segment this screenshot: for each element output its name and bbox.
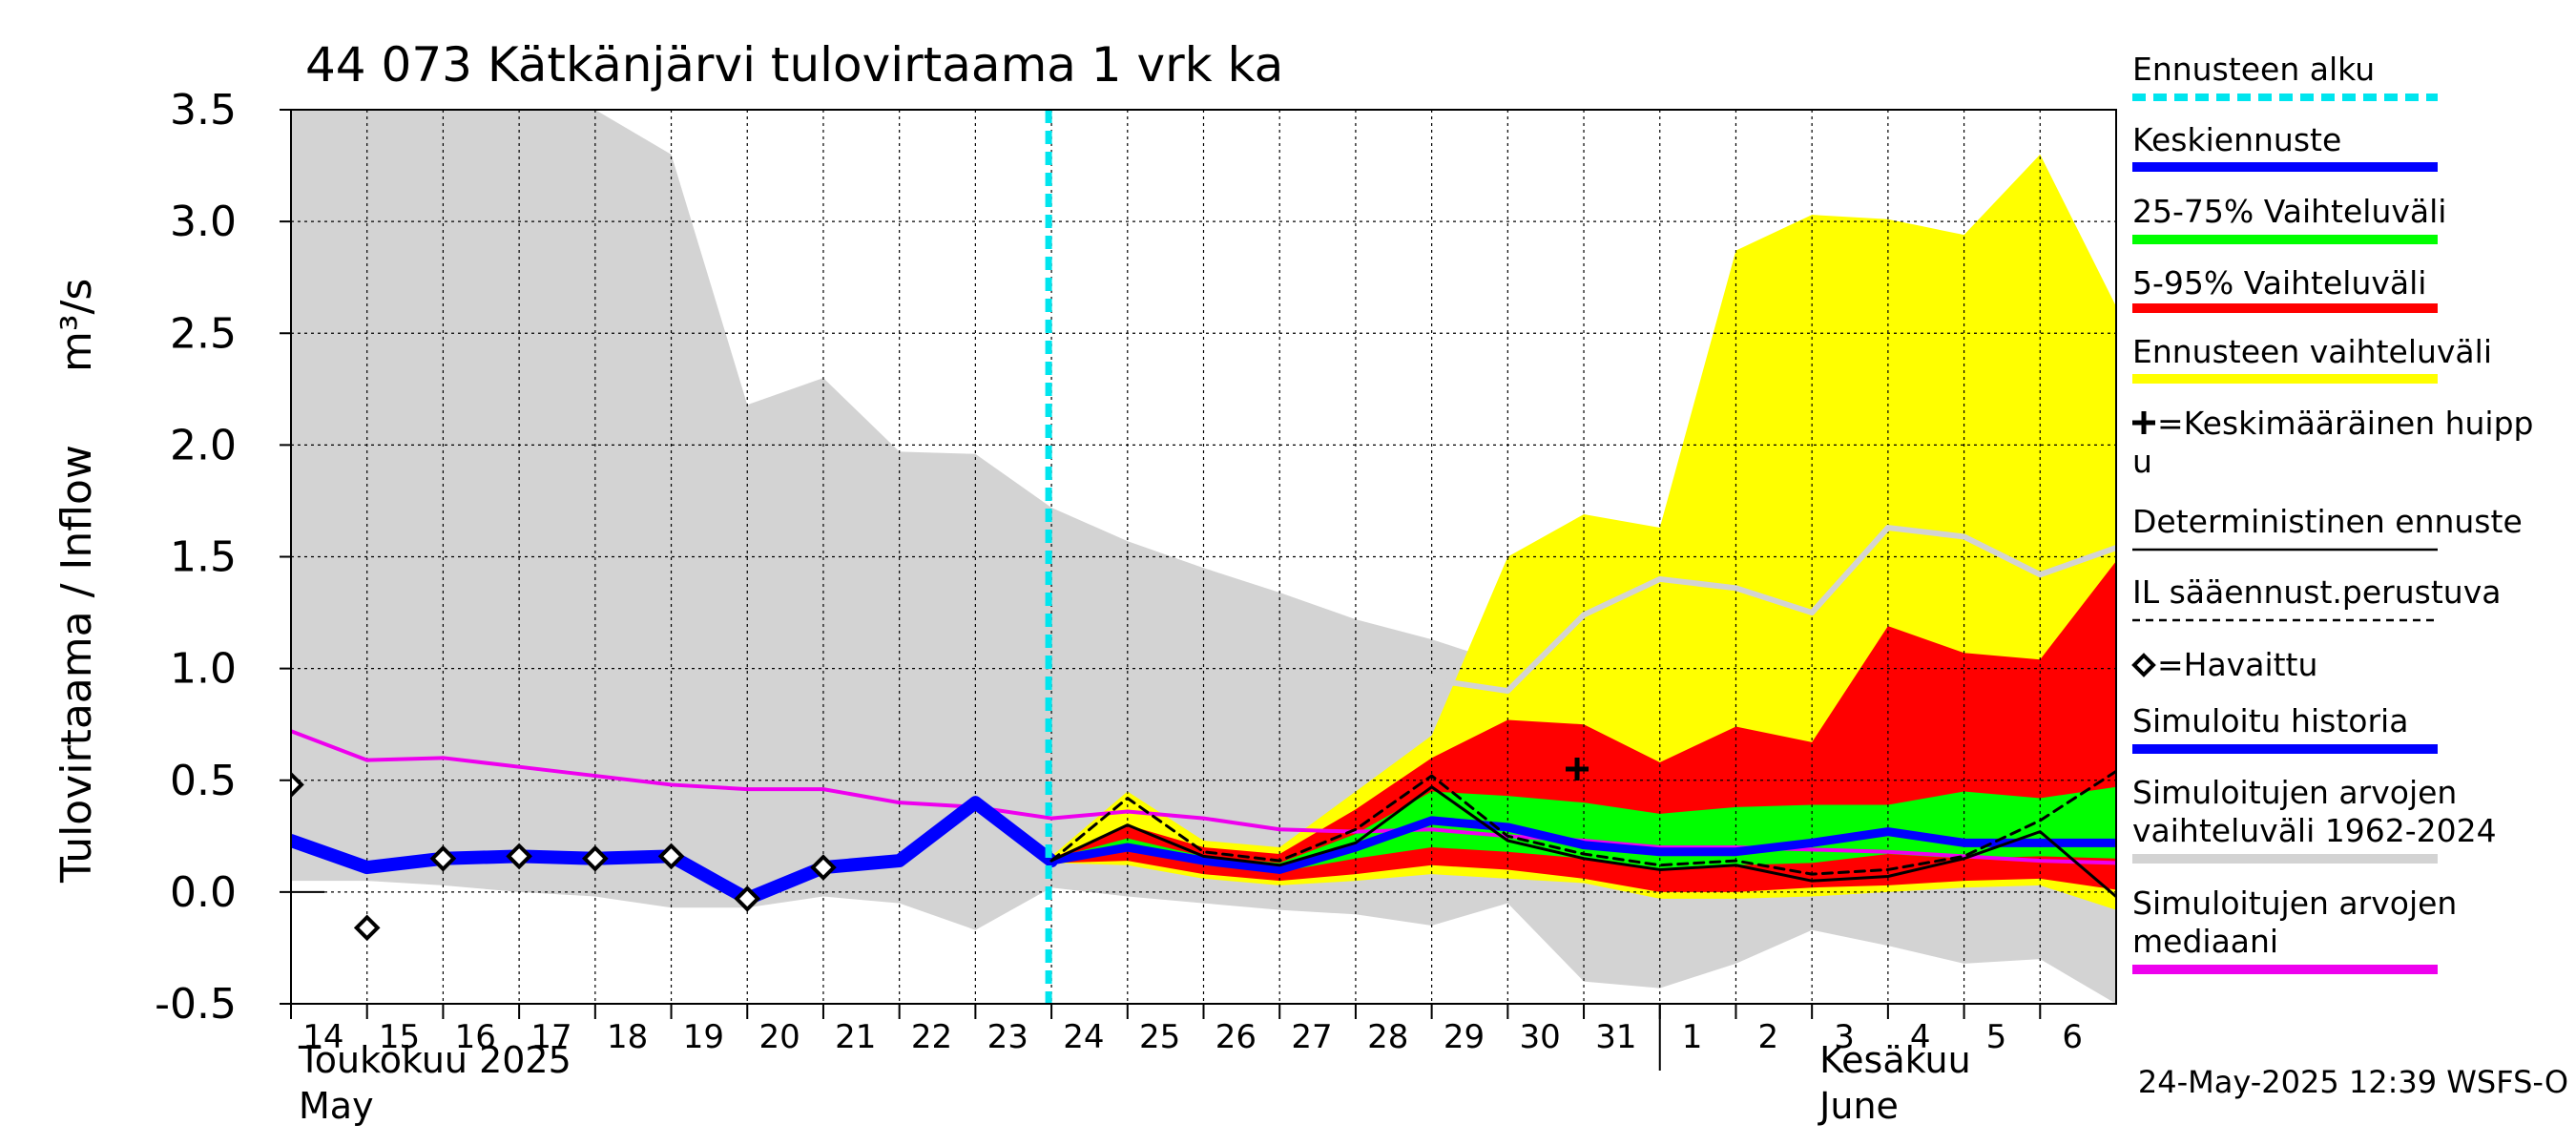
ytick-label-5: 1.0 [170,645,237,694]
legend-label-7: IL sääennust.perustuva [2132,573,2501,611]
series-line-8 [1049,785,2116,899]
ytick-label-1: 3.0 [170,198,237,246]
observed-point-3 [506,843,532,870]
chart-title: 44 073 Kätkänjärvi tulovirtaama 1 vrk ka [305,37,1283,93]
legend-label-9: Simuloitu historia [2132,702,2408,739]
xtick-label-0: 14 [302,1018,343,1056]
xtick-label-15: 29 [1444,1018,1485,1056]
legend: Ennusteen alku Keskiennuste 25-75% Vaihtel… [2131,51,2534,974]
series-line-9 [1049,769,2116,876]
series-line-5 [1428,525,2116,695]
ytick-label-7: 0.0 [170,868,237,917]
footer-timestamp: 24-May-2025 12:39 WSFS-O [2138,1064,2568,1100]
x-ticks: 14 15 16 17 18 19 20 21 22 23 24 25 26 27 28 29 30 31 1 2 3 4… [290,1004,2083,1071]
series-line-7 [1047,816,2116,874]
y-axis-unit: m³/s [52,279,101,372]
legend-label-4: Ennusteen vaihteluväli [2132,333,2492,370]
observed-point-6 [734,885,761,912]
point-markers [291,758,1589,942]
month-label-en-1: June [1818,1085,1899,1127]
legend-label2-11: mediaani [2132,923,2278,960]
legend-label-2: 25-75% Vaihteluväli [2132,193,2446,230]
observed-point-4 [582,844,609,872]
legend-cross-icon [2132,411,2155,434]
observed-point-0 [291,771,304,799]
xtick-label-2: 16 [455,1018,496,1056]
xtick-label-8: 22 [911,1018,952,1056]
month-label-en-0: May [299,1085,374,1127]
month-label-fi-1: Kesäkuu [1819,1039,1970,1081]
series-line-4 [291,729,2116,865]
ytick-label-4: 1.5 [170,533,237,582]
mean-peak-cross [1566,758,1589,781]
legend-label-10: Simuloitujen arvojen [2132,774,2457,811]
legend-label2-10: vaihteluväli 1962-2024 [2132,812,2497,849]
y-ticks: 3.5 3.0 2.5 2.0 1.5 1.0 0.5 0.0 -0.5 [155,86,291,1029]
xtick-label-13: 27 [1291,1018,1332,1056]
ytick-label-2: 2.5 [170,309,237,358]
legend-label-5: =Keskimääräinen huipp [2157,405,2534,442]
ytick-label-0: 3.5 [170,86,237,135]
observed-point-5 [657,843,685,870]
xtick-label-3: 17 [530,1018,571,1056]
xtick-label-17: 31 [1595,1018,1636,1056]
ytick-label-3: 2.0 [170,421,237,469]
xtick-label-4: 18 [607,1018,648,1056]
xtick-label-9: 23 [987,1018,1028,1056]
xtick-label-19: 2 [1757,1018,1778,1056]
xtick-label-14: 28 [1367,1018,1408,1056]
observed-point-2 [429,844,457,872]
xtick-label-1: 15 [379,1018,420,1056]
legend-label-11: Simuloitujen arvojen [2132,885,2457,922]
xtick-label-22: 5 [1986,1018,2007,1056]
legend-label-0: Ennusteen alku [2132,51,2375,88]
xtick-label-6: 20 [758,1018,800,1056]
xtick-label-21: 4 [1910,1018,1931,1056]
xtick-label-10: 24 [1063,1018,1104,1056]
legend-label-1: Keskiennuste [2132,121,2341,158]
legend-label2-5: u [2132,443,2152,480]
xtick-label-23: 6 [2062,1018,2083,1056]
xtick-label-7: 21 [835,1018,876,1056]
y-axis-label: Tulovirtaama / Inflow [52,445,101,884]
legend-label-8: =Havaittu [2157,646,2317,683]
ytick-label-6: 0.5 [170,757,237,805]
xtick-label-16: 30 [1520,1018,1561,1056]
legend-label-3: 5-95% Vaihteluväli [2132,264,2426,302]
ytick-label-8: -0.5 [155,980,237,1029]
month-label-fi-0: Toukokuu 2025 [298,1039,571,1081]
legend-label-6: Deterministinen ennuste [2132,503,2523,540]
observed-point-1 [353,914,381,942]
xtick-label-5: 19 [683,1018,724,1056]
grid-lines [290,109,2117,1005]
xtick-label-20: 3 [1834,1018,1855,1056]
legend-diamond-icon [2131,653,2156,677]
xtick-label-11: 25 [1139,1018,1180,1056]
observed-point-7 [810,854,837,881]
xtick-label-12: 26 [1215,1018,1257,1056]
xtick-label-18: 1 [1682,1018,1703,1056]
